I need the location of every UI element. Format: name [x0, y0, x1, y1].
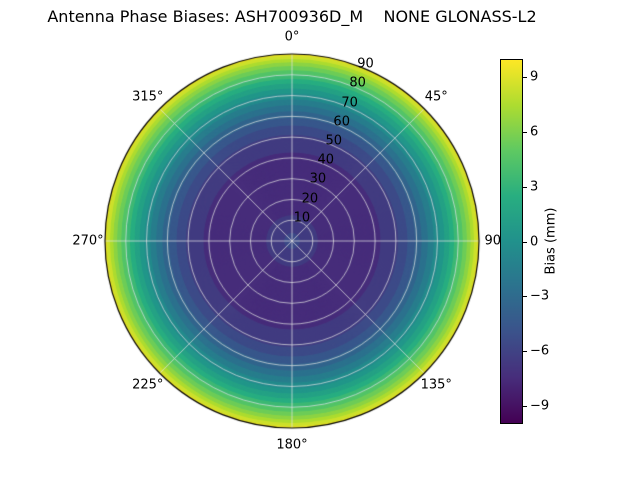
colorbar-tick-label: 9	[530, 69, 539, 85]
radial-tick-label-30: 30	[309, 171, 327, 187]
colorbar-tick	[523, 186, 527, 188]
colorbar-axis-label: Bias (mm)	[543, 207, 559, 275]
radial-tick-label-50: 50	[325, 133, 343, 149]
colorbar-tick-label: 0	[530, 234, 539, 249]
angular-tick-label-180: 180°	[276, 437, 308, 453]
colorbar-tick-label: −3	[530, 288, 550, 304]
angular-tick-label-0: 0°	[284, 29, 300, 45]
colorbar	[500, 59, 523, 424]
colorbar-tick	[523, 77, 527, 79]
radial-tick-label-80: 80	[349, 75, 366, 91]
colorbar-tick	[523, 241, 527, 243]
radial-tick-label-20: 20	[301, 191, 319, 207]
colorbar-tick-label: −6	[530, 343, 550, 359]
angular-tick-label-270: 270°	[72, 233, 104, 249]
angular-tick-label-225: 225°	[132, 377, 164, 393]
angular-tick-label-315: 315°	[132, 89, 164, 105]
colorbar-tick-label: 3	[530, 179, 539, 195]
colorbar-tick-label: 6	[530, 124, 539, 140]
chart-title: Antenna Phase Biases: ASH700936D_M NONE …	[47, 7, 537, 26]
radial-tick-label-10: 10	[293, 210, 311, 226]
radial-tick-label-70: 70	[341, 95, 358, 111]
colorbar-tick	[523, 296, 527, 298]
angular-tick-label-45: 45°	[424, 89, 448, 105]
colorbar-tick	[523, 132, 527, 133]
colorbar-tick-label: −9	[530, 398, 550, 414]
colorbar-tick	[523, 405, 527, 407]
radial-tick-label-60: 60	[333, 114, 350, 130]
angular-tick-label-135: 135°	[420, 377, 452, 393]
radial-tick-label-90: 90	[357, 56, 374, 72]
radial-tick-label-40: 40	[317, 152, 335, 168]
colorbar-tick	[523, 351, 527, 352]
